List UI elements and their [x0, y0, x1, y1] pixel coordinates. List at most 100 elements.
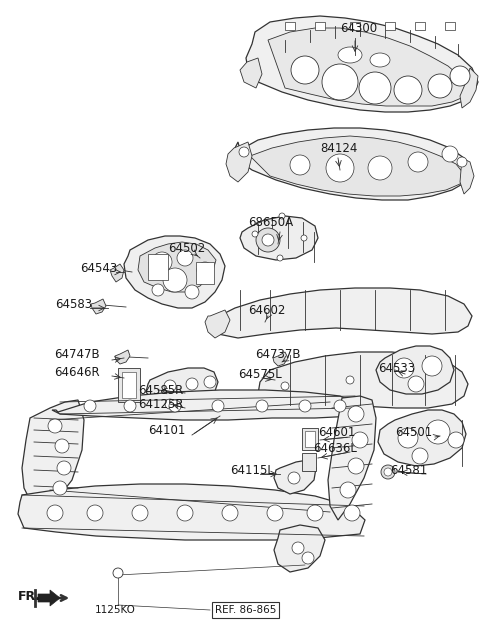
Text: 64502: 64502 — [168, 241, 205, 254]
Bar — [315, 22, 325, 30]
Circle shape — [290, 155, 310, 175]
Text: 64501: 64501 — [395, 426, 432, 438]
Circle shape — [222, 505, 238, 521]
Circle shape — [152, 284, 164, 296]
Ellipse shape — [370, 53, 390, 67]
Polygon shape — [460, 158, 474, 194]
Circle shape — [239, 147, 249, 157]
Circle shape — [277, 255, 283, 261]
Circle shape — [299, 400, 311, 412]
Circle shape — [307, 505, 323, 521]
Circle shape — [185, 285, 199, 299]
Circle shape — [256, 228, 280, 252]
Circle shape — [346, 376, 354, 384]
Polygon shape — [378, 410, 466, 466]
Polygon shape — [226, 142, 252, 182]
Circle shape — [384, 468, 392, 476]
Circle shape — [47, 505, 63, 521]
Polygon shape — [460, 68, 478, 108]
Circle shape — [53, 481, 67, 495]
Circle shape — [281, 382, 289, 390]
Bar — [285, 22, 295, 30]
Text: 64602: 64602 — [248, 304, 286, 317]
Text: 64300: 64300 — [340, 21, 377, 35]
Circle shape — [394, 358, 414, 378]
Circle shape — [84, 400, 96, 412]
Circle shape — [326, 154, 354, 182]
Circle shape — [57, 461, 71, 475]
Bar — [122, 372, 136, 398]
Circle shape — [279, 213, 285, 219]
Circle shape — [165, 399, 175, 409]
Polygon shape — [146, 368, 218, 406]
Circle shape — [408, 152, 428, 172]
Polygon shape — [250, 136, 464, 196]
Bar — [415, 22, 425, 30]
Polygon shape — [274, 460, 316, 494]
Text: 64601: 64601 — [318, 426, 355, 438]
Text: FR.: FR. — [18, 589, 41, 602]
Polygon shape — [273, 352, 288, 366]
Circle shape — [267, 505, 283, 521]
Text: 64575L: 64575L — [238, 367, 282, 381]
Bar — [385, 22, 395, 30]
Polygon shape — [38, 590, 60, 606]
Circle shape — [163, 268, 187, 292]
Circle shape — [352, 432, 368, 448]
Circle shape — [186, 378, 198, 390]
Text: 64581: 64581 — [390, 464, 427, 476]
Circle shape — [302, 552, 314, 564]
Circle shape — [152, 252, 172, 272]
Polygon shape — [376, 346, 454, 394]
Circle shape — [340, 482, 356, 498]
Circle shape — [359, 72, 391, 104]
Bar — [196, 262, 214, 284]
Circle shape — [197, 262, 213, 278]
Bar — [305, 431, 315, 447]
Circle shape — [442, 146, 458, 162]
Bar — [302, 428, 318, 450]
Text: 64101: 64101 — [148, 424, 185, 437]
Text: 64646R: 64646R — [54, 365, 100, 379]
Circle shape — [448, 432, 464, 448]
Circle shape — [48, 419, 62, 433]
Text: 64543: 64543 — [80, 261, 117, 275]
Circle shape — [212, 400, 224, 412]
Circle shape — [169, 400, 181, 412]
Text: 68650A: 68650A — [248, 216, 293, 229]
Circle shape — [426, 420, 450, 444]
Circle shape — [252, 231, 258, 237]
Bar — [148, 254, 168, 280]
Polygon shape — [234, 128, 470, 200]
Text: 64533: 64533 — [378, 361, 415, 374]
Polygon shape — [110, 264, 124, 282]
Polygon shape — [258, 352, 468, 408]
Circle shape — [398, 428, 418, 448]
Polygon shape — [240, 58, 262, 88]
Polygon shape — [52, 390, 358, 420]
Circle shape — [204, 376, 216, 388]
Circle shape — [288, 472, 300, 484]
Polygon shape — [268, 28, 470, 106]
Text: 64737B: 64737B — [255, 349, 300, 361]
Circle shape — [301, 235, 307, 241]
Circle shape — [450, 66, 470, 86]
Circle shape — [428, 74, 452, 98]
Circle shape — [132, 505, 148, 521]
Ellipse shape — [338, 47, 362, 63]
Circle shape — [322, 64, 358, 100]
Circle shape — [394, 76, 422, 104]
Polygon shape — [205, 310, 230, 338]
Circle shape — [412, 448, 428, 464]
Circle shape — [381, 465, 395, 479]
Bar — [445, 22, 455, 30]
Text: 64636L: 64636L — [313, 442, 357, 455]
Text: 64583: 64583 — [55, 297, 92, 311]
Text: 84124: 84124 — [320, 141, 358, 155]
Text: REF. 86-865: REF. 86-865 — [215, 605, 276, 615]
Circle shape — [177, 250, 193, 266]
Circle shape — [422, 356, 442, 376]
Circle shape — [348, 458, 364, 474]
Polygon shape — [22, 400, 84, 504]
Polygon shape — [274, 525, 325, 572]
